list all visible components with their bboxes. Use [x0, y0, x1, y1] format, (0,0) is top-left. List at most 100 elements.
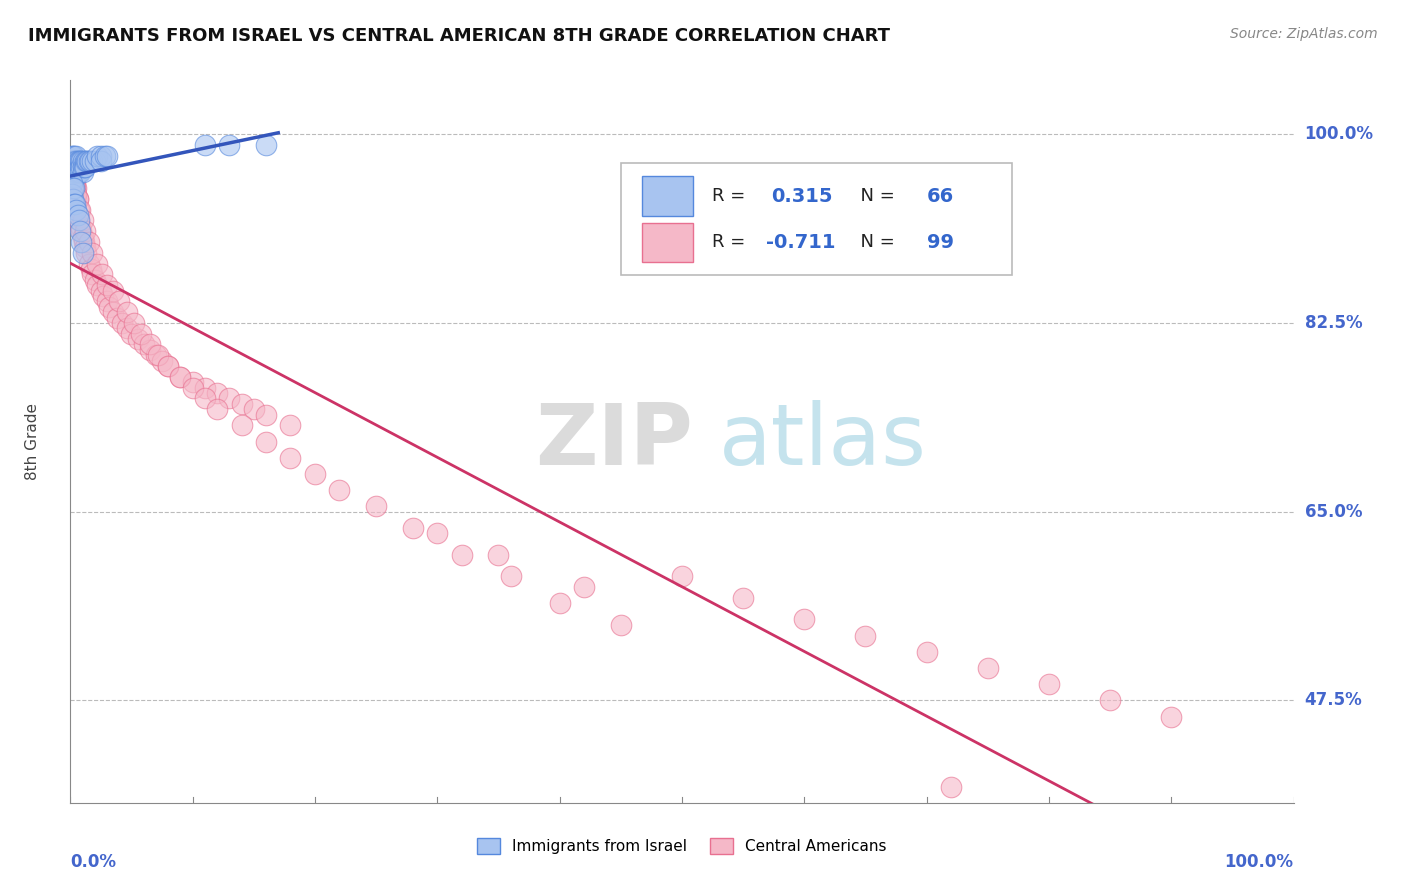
Point: [976, 661, 998, 675]
Point: [98, 300, 121, 314]
Point: [1038, 677, 1060, 691]
Point: [60, 149, 83, 163]
Point: [86, 278, 108, 293]
Point: [205, 402, 228, 417]
Point: [111, 316, 134, 330]
Point: [63, 160, 86, 174]
Point: [63, 176, 86, 190]
Text: N =: N =: [849, 187, 901, 205]
Point: [328, 483, 350, 497]
Text: IMMIGRANTS FROM ISRAEL VS CENTRAL AMERICAN 8TH GRADE CORRELATION CHART: IMMIGRANTS FROM ISRAEL VS CENTRAL AMERIC…: [28, 27, 890, 45]
Point: [122, 316, 145, 330]
Point: [82, 245, 104, 260]
Bar: [641, 222, 693, 262]
Point: [82, 154, 104, 169]
Point: [72, 154, 94, 169]
Point: [610, 618, 633, 632]
Text: 82.5%: 82.5%: [1305, 314, 1362, 332]
Text: 8th Grade: 8th Grade: [25, 403, 39, 480]
Point: [63, 170, 86, 185]
Point: [67, 213, 90, 227]
Point: [96, 278, 118, 293]
Point: [194, 381, 217, 395]
Point: [132, 337, 155, 351]
Point: [60, 154, 83, 169]
Point: [91, 289, 114, 303]
Point: [62, 160, 84, 174]
Text: ZIP: ZIP: [536, 400, 693, 483]
Point: [77, 257, 100, 271]
Point: [73, 235, 96, 249]
Point: [254, 138, 277, 153]
Point: [101, 284, 124, 298]
Point: [72, 213, 94, 227]
Text: 65.0%: 65.0%: [1305, 502, 1362, 521]
Point: [60, 186, 83, 201]
Point: [129, 326, 152, 341]
Point: [60, 165, 83, 179]
Point: [231, 397, 253, 411]
Point: [499, 569, 522, 583]
Point: [254, 408, 277, 422]
Point: [90, 154, 112, 169]
Point: [148, 348, 170, 362]
Point: [67, 202, 90, 217]
Point: [77, 235, 100, 249]
Point: [67, 154, 90, 169]
Point: [127, 332, 149, 346]
Point: [66, 192, 89, 206]
Point: [72, 160, 94, 174]
Point: [67, 160, 90, 174]
Point: [181, 376, 204, 390]
Point: [101, 305, 124, 319]
Point: [671, 569, 693, 583]
Point: [69, 154, 91, 169]
Point: [73, 240, 96, 254]
Point: [115, 321, 138, 335]
Point: [243, 402, 266, 417]
Point: [66, 208, 89, 222]
Point: [63, 160, 86, 174]
Point: [63, 197, 86, 211]
Point: [75, 245, 97, 260]
Point: [62, 149, 84, 163]
Point: [915, 645, 938, 659]
Point: [280, 418, 302, 433]
Point: [63, 149, 86, 163]
Point: [450, 548, 472, 562]
Text: R =: R =: [713, 234, 751, 252]
Point: [65, 160, 87, 174]
Point: [91, 268, 114, 282]
Point: [194, 138, 217, 153]
Point: [63, 181, 86, 195]
Point: [139, 343, 162, 357]
Point: [90, 284, 112, 298]
Text: 66: 66: [927, 186, 953, 206]
Point: [66, 160, 89, 174]
Point: [145, 348, 167, 362]
Point: [73, 160, 96, 174]
Text: Source: ZipAtlas.com: Source: ZipAtlas.com: [1230, 27, 1378, 41]
Point: [62, 154, 84, 169]
Point: [60, 165, 83, 179]
Point: [62, 170, 84, 185]
Point: [169, 369, 191, 384]
Point: [73, 154, 96, 169]
Point: [67, 213, 90, 227]
Point: [69, 202, 91, 217]
Point: [70, 160, 93, 174]
Point: [62, 170, 84, 185]
Point: [66, 192, 89, 206]
Point: [66, 154, 89, 169]
Point: [63, 181, 86, 195]
Point: [105, 310, 128, 325]
Point: [572, 580, 595, 594]
Point: [63, 165, 86, 179]
Point: [157, 359, 180, 373]
Text: R =: R =: [713, 187, 751, 205]
Point: [65, 186, 87, 201]
Point: [72, 229, 94, 244]
Point: [69, 219, 91, 233]
Bar: [641, 177, 693, 216]
Point: [108, 294, 131, 309]
